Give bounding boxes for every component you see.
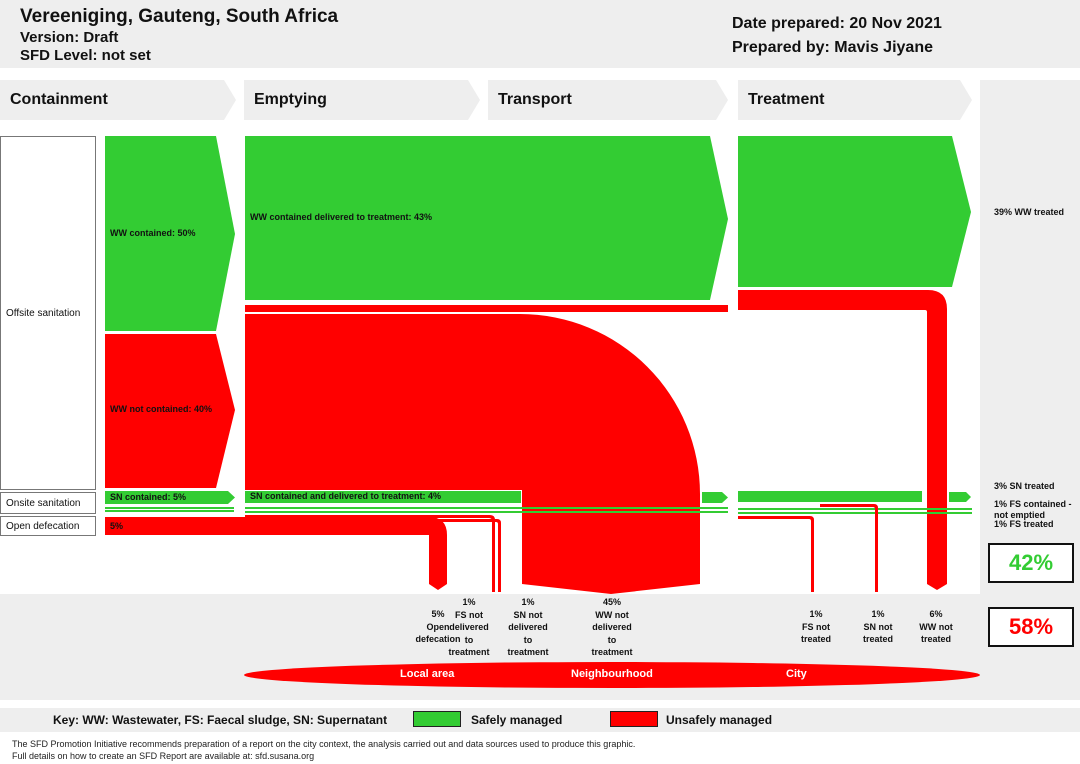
unsafe-swatch [610,711,658,727]
stage-transport: Transport [488,80,728,120]
label-ww-contained: WW contained: 50% [110,228,196,238]
label-ww-not-contained: WW not contained: 40% [110,404,212,414]
flow-sn-thin-2 [105,510,234,512]
label-open-defecation: 5% [110,521,124,531]
bottom-label-open-defecation: 5% Open defecation [413,608,463,646]
flow-fs-contained-line [738,508,972,510]
flow-sn-not-treated [820,504,878,592]
area-local: Local area [400,668,455,680]
label-ww-treated: 39% WW treated [994,207,1065,217]
stage-treatment: Treatment [738,80,972,120]
area-neighbourhood: Neighbourhood [571,668,653,680]
bottom-label-ww-not-delivered: 45% WW not delivered to treatment [587,596,637,659]
label-ww-delivered: WW contained delivered to treatment: 43% [250,212,433,222]
bottom-text: FS not delivered to treatment [448,609,490,658]
flow-ww-not-contained [105,334,235,488]
bottom-label-fs-not-treated: 1% FS not treated [791,608,841,646]
bottom-pct: 6% [929,609,943,619]
flow-ww-not-treated [738,290,947,590]
bottom-pct: 1% [871,609,885,619]
footer-line-1: The SFD Promotion Initiative recommends … [12,739,636,749]
label-fs-contained: 1% FS contained - not emptied [994,499,1072,520]
flow-sn-treated [738,491,922,502]
bottom-pct: 1% [462,597,476,607]
bottom-label-sn-not-treated: 1% SN not treated [853,608,903,646]
bottom-text: WW not treated [919,621,953,645]
flow-ww-contained [105,136,235,331]
prepared-by: Prepared by: Mavis Jiyane [732,39,933,56]
flow-sn-thin-4 [245,511,728,513]
key-text: Key: WW: Wastewater, FS: Faecal sludge, … [53,713,388,727]
bottom-pct: 5% [431,609,445,619]
bottom-text: SN not delivered to treatment [507,609,549,658]
bottom-label-fs-not-delivered: 1% FS not delivered to treatment [444,596,494,659]
bottom-pct: 1% [809,609,823,619]
flow-sn-thin-3 [245,507,728,509]
row-label-onsite: Onsite sanitation [0,492,96,514]
sfd-level-text: SFD Level: not set [20,47,151,64]
bottom-text: SN not treated [862,621,893,645]
label-sn-contained: SN contained: 5% [110,492,187,502]
flow-ww-treated [738,136,971,287]
bottom-text: FS not treated [800,621,831,645]
key-band [0,708,1080,732]
row-label-open-defecation: Open defecation [0,516,96,536]
bottom-text: WW not delivered to treatment [591,609,633,658]
stage-emptying: Emptying [244,80,480,120]
label-sn-delivered: SN contained and delivered to treatment:… [250,491,442,501]
flow-ww-delivered [245,136,728,300]
flow-sn-transport [702,492,728,503]
safe-percentage: 42% [988,543,1074,583]
flow-sn-contained [105,491,235,504]
bottom-label-sn-not-delivered: 1% SN not delivered to treatment [503,596,553,659]
flow-fs-not-treated [738,516,814,592]
flow-sn-treated-arrow [949,492,971,502]
row-label-offsite: Offsite sanitation [0,136,96,490]
flow-sn-thin-1 [105,507,234,509]
version-text: Version: Draft [20,29,119,46]
flow-open-defecation [105,517,447,590]
safe-swatch [413,711,461,727]
flow-ww-not-delivered [245,314,700,594]
key-safe-label: Safely managed [471,713,563,727]
area-city: City [786,668,807,680]
label-fs-treated: 1% FS treated [994,519,1054,529]
bottom-pct: 45% [602,597,621,607]
right-column [980,80,1080,594]
unsafe-percentage: 58% [988,607,1074,647]
bottom-label-ww-not-treated: 6% WW not treated [911,608,961,646]
stage-containment: Containment [0,80,236,120]
flow-fs-treated-line [738,512,972,514]
footer-line-2: Full details on how to create an SFD Rep… [12,751,315,761]
flow-ww-leak [245,305,728,312]
flow-sn-delivered [245,491,521,503]
bottom-text: Open defecation [415,621,461,645]
header-band [0,0,1080,68]
key-unsafe-label: Unsafely managed [666,713,773,727]
label-sn-treated: 3% SN treated [994,481,1055,491]
city-title: Vereeniging, Gauteng, South Africa [20,6,339,27]
area-ellipse [244,662,980,688]
bottom-pct: 1% [521,597,535,607]
date-prepared: Date prepared: 20 Nov 2021 [732,15,942,32]
